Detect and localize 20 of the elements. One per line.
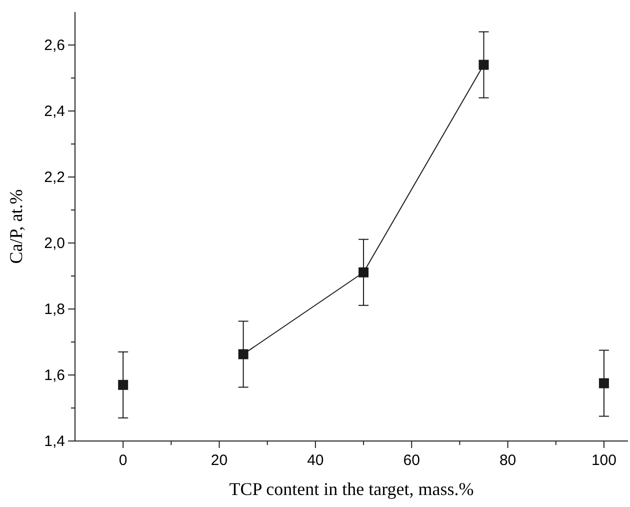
point xyxy=(118,380,128,390)
x-tick-label: 60 xyxy=(403,452,420,469)
y-tick-label: 2,0 xyxy=(44,235,65,252)
point xyxy=(358,267,369,278)
y-tick-label: 2,6 xyxy=(44,37,65,54)
y-tick-label: 2,4 xyxy=(44,103,65,120)
x-tick-label: 80 xyxy=(499,452,516,469)
y-axis-title: Ca/P, at.% xyxy=(6,189,26,264)
y-tick-label: 2,2 xyxy=(44,169,65,186)
x-tick-label: 0 xyxy=(118,452,128,469)
point xyxy=(598,378,609,388)
y-tick-label: 1,6 xyxy=(44,367,65,384)
point xyxy=(478,60,489,70)
point xyxy=(238,349,248,360)
y-tick-label: 1,8 xyxy=(44,301,65,318)
x-tick-label: 20 xyxy=(210,452,228,469)
x-axis-title: TCP content in the target, mass.% xyxy=(229,479,474,499)
x-tick-label: 100 xyxy=(591,452,616,469)
y-tick-label: 1,4 xyxy=(44,433,65,450)
x-tick-label: 40 xyxy=(307,452,324,469)
